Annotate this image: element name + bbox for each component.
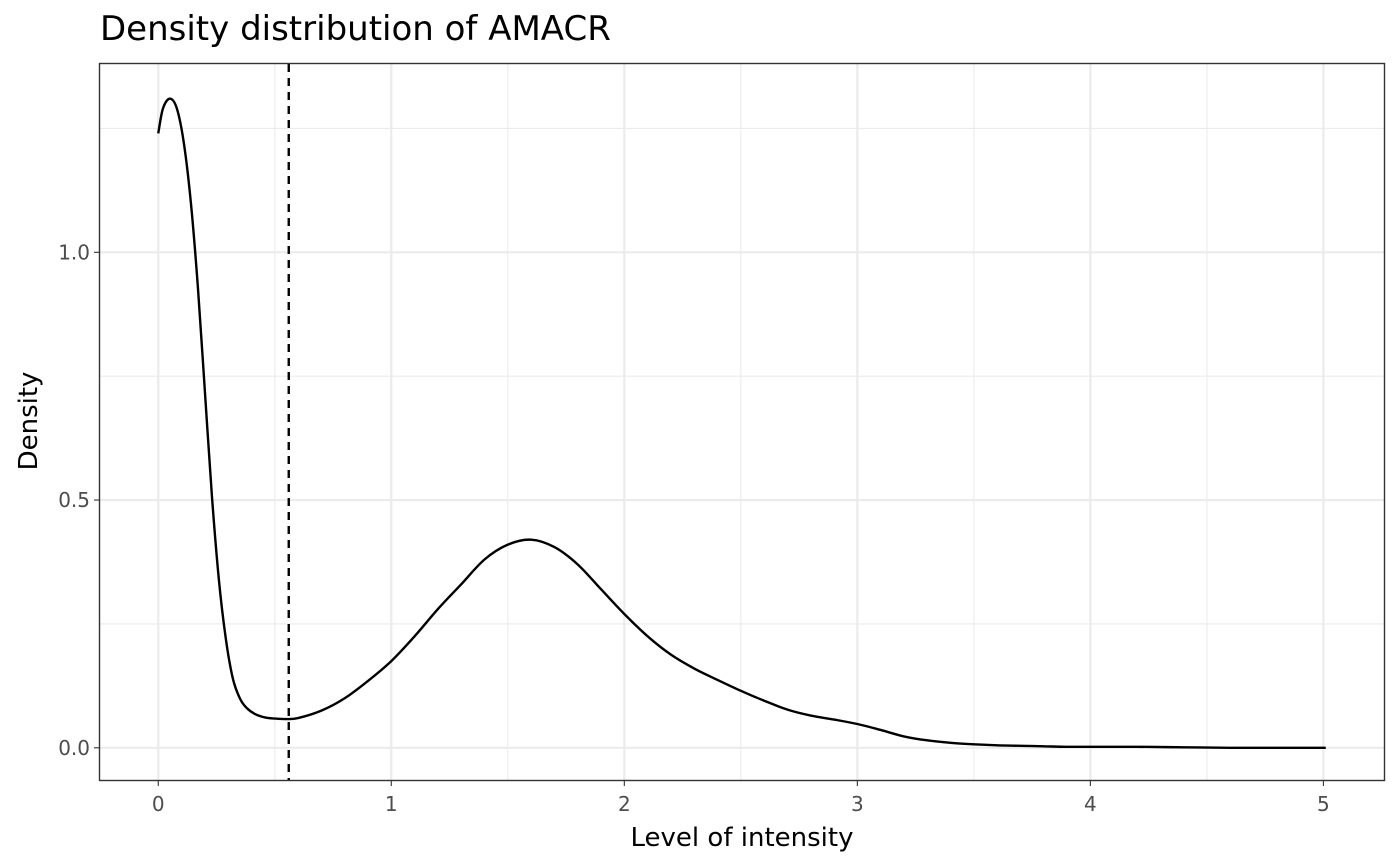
x-axis: 0 1 2 3 4 5 (152, 780, 1330, 816)
x-axis-title: Level of intensity (631, 823, 854, 853)
y-tick-label: 0.5 (58, 488, 90, 512)
plot-panel (98, 62, 1386, 782)
y-tick-label: 1.0 (58, 240, 90, 264)
x-tick-label: 5 (1317, 792, 1330, 816)
minor-gridlines (100, 64, 1384, 780)
x-tick-label: 2 (618, 792, 631, 816)
y-axis: 0.0 0.5 1.0 (58, 240, 100, 760)
x-tick-label: 3 (851, 792, 864, 816)
x-tick-label: 4 (1084, 792, 1097, 816)
y-tick-label: 0.0 (58, 736, 90, 760)
major-gridlines (100, 64, 1384, 780)
x-tick-label: 0 (152, 792, 165, 816)
density-curve (157, 97, 1326, 750)
y-axis-title: Density (14, 372, 44, 471)
chart-title: Density distribution of AMACR (100, 9, 611, 49)
x-tick-label: 1 (385, 792, 398, 816)
